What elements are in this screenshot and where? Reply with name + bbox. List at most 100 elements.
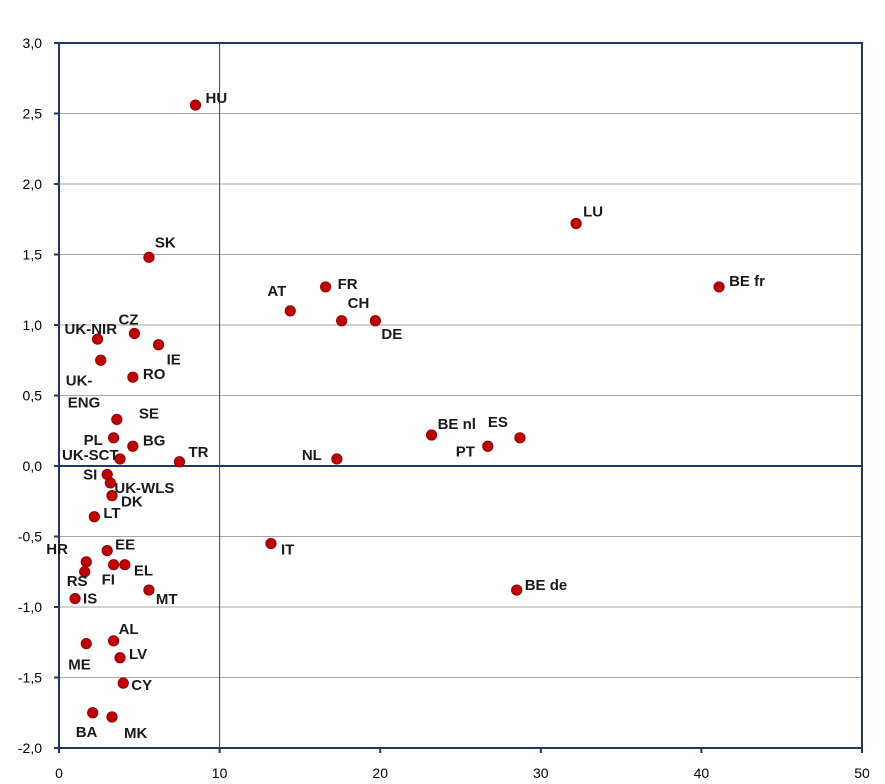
data-point	[108, 635, 120, 647]
data-point	[111, 413, 123, 426]
data-point-label: RO	[143, 366, 166, 383]
data-point	[114, 453, 126, 465]
data-point	[189, 99, 202, 111]
y-tick-label: 1,5	[23, 247, 43, 263]
data-point	[88, 511, 100, 523]
data-point-label: BG	[143, 432, 166, 449]
data-point	[331, 453, 343, 465]
data-point	[284, 305, 296, 317]
data-point	[79, 566, 91, 578]
data-point-label: IT	[281, 542, 294, 559]
data-point	[511, 584, 523, 596]
y-tick-label: 0,5	[23, 388, 43, 404]
data-point-label: CH	[348, 295, 370, 312]
data-point-label: PT	[456, 443, 475, 460]
data-point-label: SE	[139, 405, 159, 422]
data-point-label: AL	[119, 621, 139, 638]
data-point-label: UK-	[66, 372, 93, 389]
x-tick-label: 30	[533, 765, 549, 781]
data-point-label: CZ	[118, 311, 138, 328]
y-tick-label: 0,0	[23, 458, 43, 474]
data-points	[69, 99, 725, 723]
y-tick-label: -2,0	[18, 740, 42, 756]
y-tick-label: 2,0	[23, 176, 43, 192]
data-point	[87, 707, 99, 719]
data-point	[514, 432, 526, 444]
data-point	[143, 251, 155, 263]
data-point	[108, 432, 120, 444]
data-point	[91, 333, 104, 345]
data-point-label: ES	[488, 414, 508, 431]
reference-lines	[59, 43, 862, 748]
data-point-label: LV	[129, 646, 147, 663]
data-point-label: NL	[302, 447, 322, 464]
data-point	[319, 281, 332, 293]
data-point-label: CY	[131, 677, 152, 694]
data-point	[265, 537, 277, 550]
x-tick-label: 50	[854, 765, 870, 781]
data-point	[570, 217, 582, 230]
data-point	[106, 711, 118, 723]
data-point-label: FR	[338, 276, 358, 293]
data-point-label: PL	[84, 432, 103, 449]
data-point-label: RS	[67, 573, 88, 590]
data-point	[117, 677, 129, 689]
data-point-label: EE	[115, 537, 135, 554]
data-point-label: MK	[124, 725, 147, 742]
gridlines	[59, 113, 862, 678]
data-point-label: AT	[267, 283, 286, 300]
data-point-label: BE de	[525, 577, 568, 594]
data-point-label: BE nl	[438, 416, 476, 433]
data-point-label: UK-NIR	[65, 321, 118, 338]
data-point-label: SK	[155, 234, 176, 251]
data-point	[108, 559, 120, 571]
data-point-label: UK-SCT	[62, 447, 119, 464]
y-tick-label: -0,5	[18, 529, 42, 545]
data-point	[369, 315, 381, 327]
data-point-label: DK	[121, 494, 143, 511]
data-point	[713, 281, 725, 293]
data-point-label: ENG	[68, 394, 101, 411]
data-point	[80, 556, 92, 568]
data-point	[336, 315, 348, 327]
y-tick-label: 2,5	[23, 106, 43, 122]
y-tick-label: 3,0	[23, 35, 43, 51]
data-point	[80, 638, 92, 650]
data-point-label: BE fr	[729, 273, 765, 290]
data-point-label: IS	[83, 591, 97, 608]
y-tick-label: 1,0	[23, 317, 43, 333]
y-tick-label: -1,5	[18, 670, 42, 686]
data-point-label: FI	[102, 572, 115, 589]
tick-labels: 3,0 2,5 2,0 1,5 1,0 0,5 0,0 -0,5 -1,0 -1,5 -2,0 0 10…	[18, 35, 870, 781]
data-point-label: BA	[76, 724, 98, 741]
data-point	[143, 584, 155, 596]
data-point	[173, 456, 186, 468]
data-point-label: SI	[83, 466, 97, 483]
data-point	[119, 559, 131, 571]
x-tick-label: 40	[694, 765, 710, 781]
data-point-label: EL	[134, 563, 153, 580]
data-point-label: TR	[188, 444, 208, 461]
data-point	[104, 477, 116, 489]
plot-area-border	[58, 42, 863, 749]
data-point-label: HR	[46, 541, 68, 558]
data-point-label: LT	[103, 505, 120, 522]
data-point	[127, 371, 139, 383]
data-point	[69, 592, 81, 605]
data-point	[114, 652, 126, 664]
data-point-label: DE	[381, 326, 402, 343]
data-point	[128, 327, 141, 340]
x-tick-label: 10	[212, 765, 228, 781]
y-tick-label: -1,0	[18, 599, 42, 615]
axes	[54, 42, 863, 753]
data-point	[152, 339, 165, 351]
data-point-label: LU	[583, 203, 603, 220]
data-point-label: MT	[156, 591, 178, 608]
data-point	[482, 440, 494, 452]
data-point	[425, 429, 438, 441]
data-point-label: ME	[68, 657, 91, 674]
x-tick-label: 0	[55, 765, 63, 781]
data-point	[101, 544, 113, 557]
